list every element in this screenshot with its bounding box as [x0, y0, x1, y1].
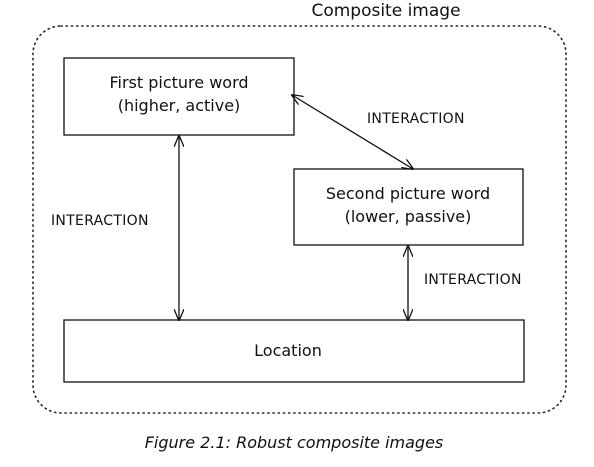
first-picture-word-node: First picture word (higher, active): [63, 57, 295, 136]
container-title: Composite image: [311, 1, 460, 21]
interaction-arrow-first-second: [292, 95, 413, 169]
composite-image-container: [32, 25, 567, 414]
figure-caption: Figure 2.1: Robust composite images: [145, 433, 444, 452]
second-picture-word-sublabel: (lower, passive): [345, 207, 472, 226]
interaction-label-first-second: INTERACTION: [367, 111, 465, 127]
second-picture-word-node: Second picture word (lower, passive): [293, 168, 524, 246]
location-label: Location: [254, 341, 322, 360]
interaction-label-second-location: INTERACTION: [424, 272, 522, 288]
location-box: [63, 319, 525, 383]
first-picture-word-sublabel: (higher, active): [118, 96, 241, 115]
second-picture-word-label: Second picture word: [326, 184, 490, 203]
interaction-label-first-location: INTERACTION: [51, 213, 149, 229]
first-picture-word-label: First picture word: [109, 73, 248, 92]
second-picture-word-box: [293, 168, 524, 246]
location-node: Location: [63, 319, 525, 383]
